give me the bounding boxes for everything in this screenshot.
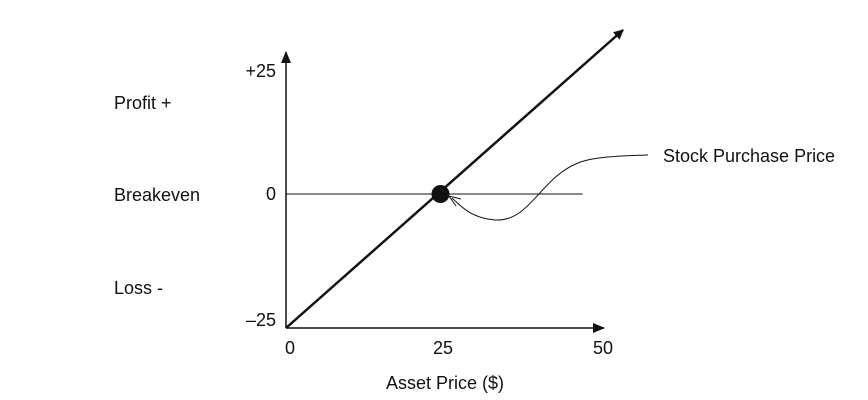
y-tick-top: +25 (245, 61, 276, 81)
y-tick-bottom: –25 (246, 310, 276, 330)
annotation-label: Stock Purchase Price (663, 146, 835, 166)
annotation-pointer-curve (451, 154, 649, 221)
x-axis-label: Asset Price ($) (386, 373, 504, 393)
row-label-loss: Loss - (114, 278, 163, 298)
x-tick-25: 25 (433, 338, 453, 358)
y-tick-zero: 0 (266, 184, 276, 204)
row-label-breakeven: Breakeven (114, 185, 200, 205)
payoff-line (285, 29, 624, 329)
breakeven-point (431, 185, 450, 203)
annotation-arrowhead-icon (447, 195, 462, 207)
x-tick-50: 50 (593, 338, 613, 358)
x-tick-0: 0 (285, 338, 295, 358)
row-label-profit: Profit + (114, 93, 172, 113)
